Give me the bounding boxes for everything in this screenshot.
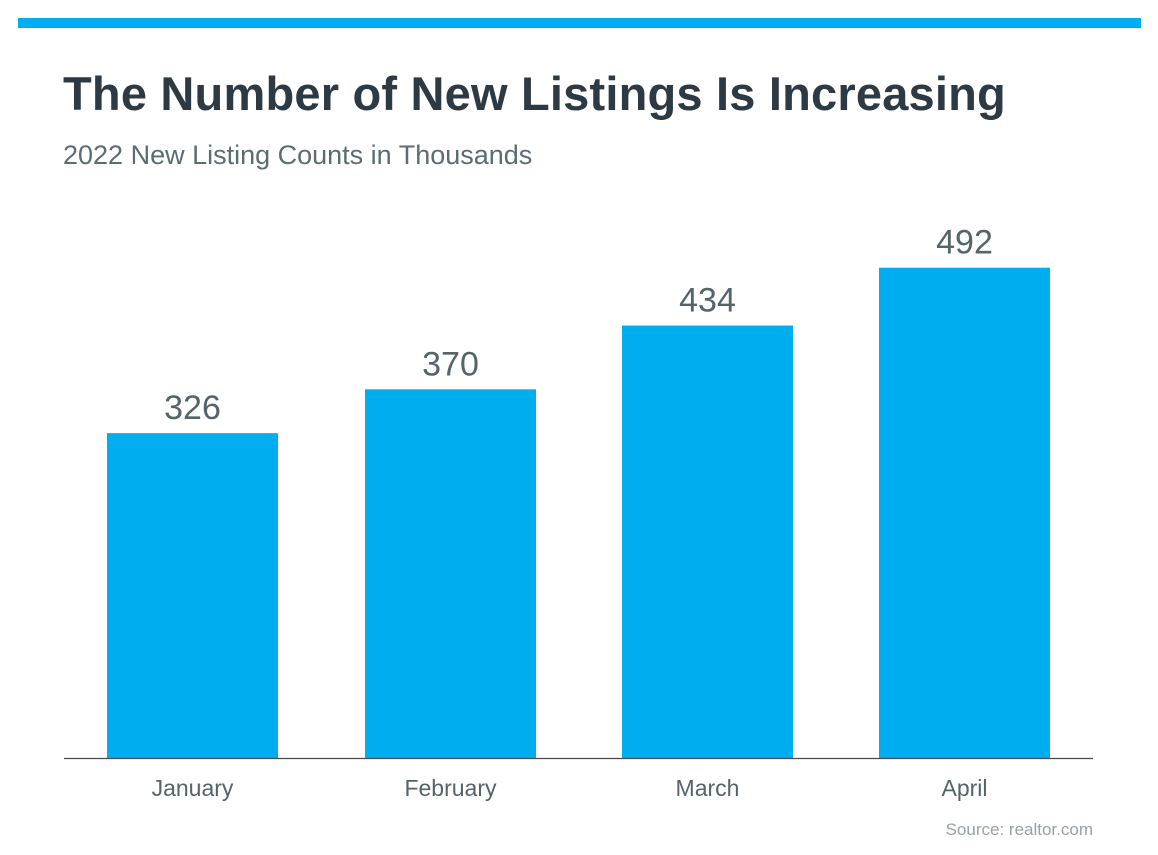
value-label-january: 326: [164, 389, 221, 427]
chart-title: The Number of New Listings Is Increasing: [63, 67, 1006, 120]
top-accent-bar: [18, 18, 1141, 28]
bar-april: [879, 267, 1050, 758]
category-label-january: January: [152, 775, 234, 801]
chart-subtitle: 2022 New Listing Counts in Thousands: [63, 140, 533, 170]
value-label-february: 370: [422, 345, 479, 383]
bar-january: [107, 433, 278, 758]
bar-february: [365, 389, 536, 758]
value-labels-group: 326 370 434 492: [164, 224, 993, 427]
bar-march: [622, 325, 793, 758]
category-label-april: April: [941, 775, 987, 801]
value-label-april: 492: [936, 224, 993, 262]
value-label-march: 434: [679, 282, 736, 320]
bars-group: [107, 267, 1050, 758]
category-label-march: March: [676, 775, 740, 801]
source-note: Source: realtor.com: [945, 820, 1093, 839]
category-labels-group: January February March April: [152, 775, 988, 801]
category-label-february: February: [404, 775, 497, 801]
